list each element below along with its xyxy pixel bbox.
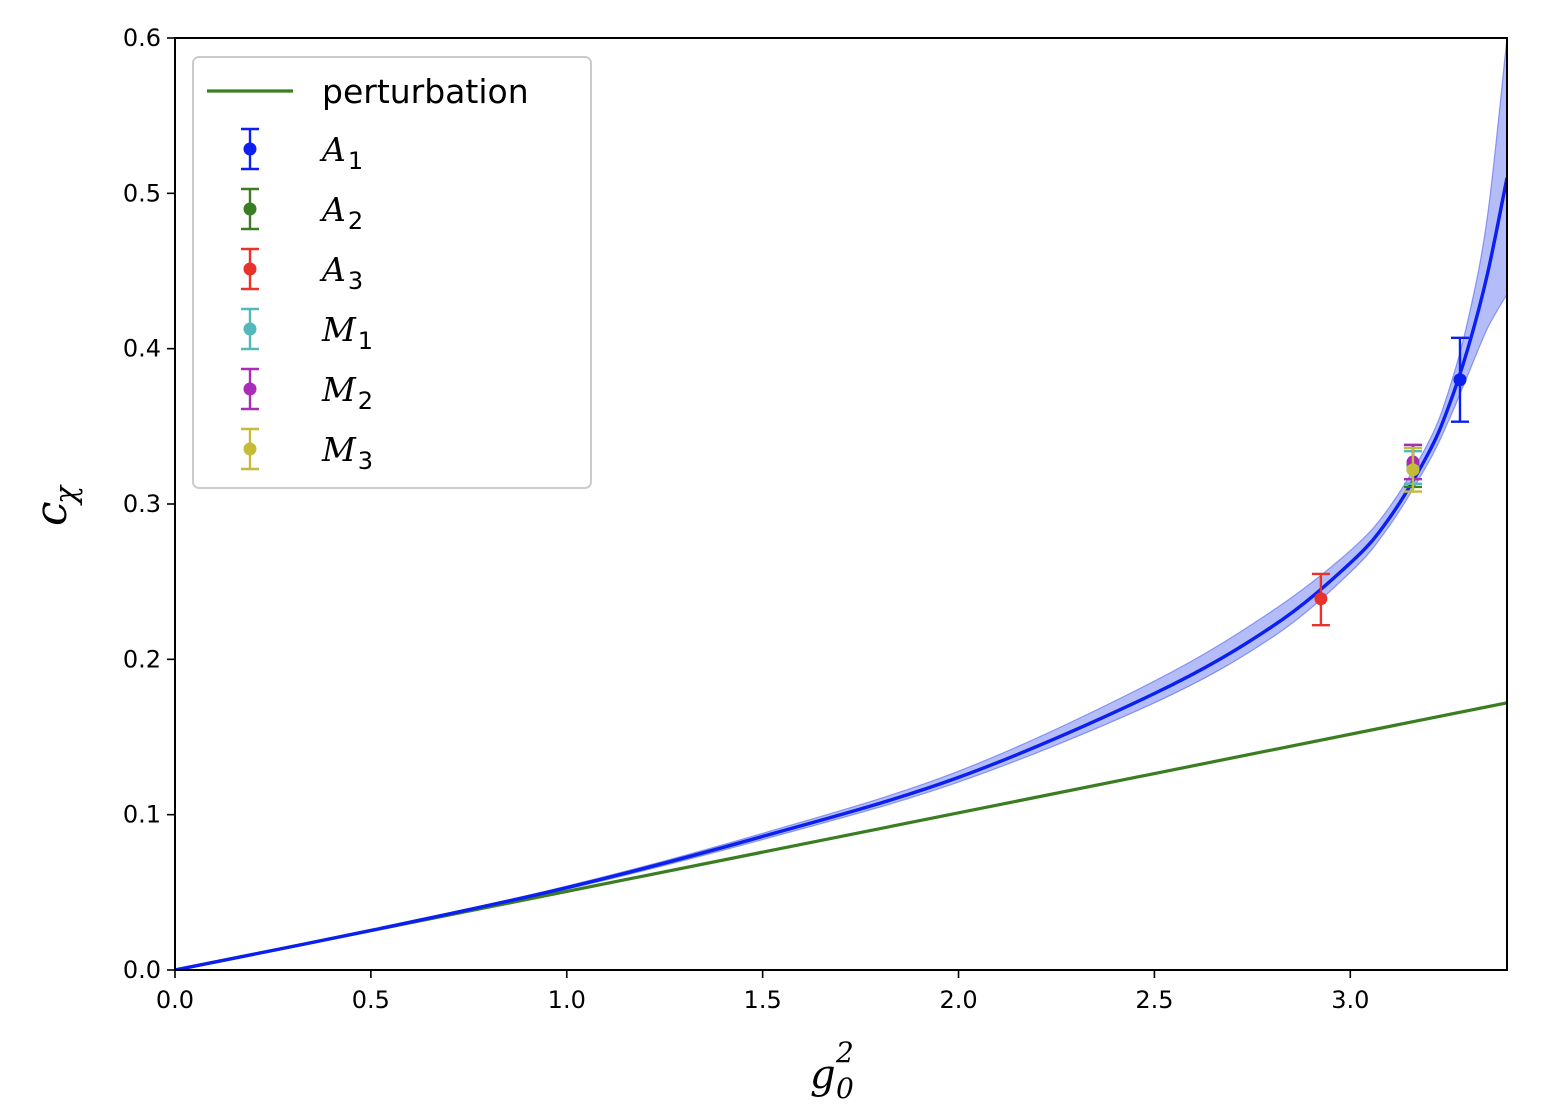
legend-label: A3 (319, 250, 363, 295)
data-point-M3 (1403, 446, 1422, 493)
x-axis-label-sub: 0 (836, 1072, 854, 1105)
fit-curve (175, 177, 1507, 970)
y-tick-label: 0.0 (123, 956, 161, 984)
legend-entry-A2: A2 (241, 187, 363, 235)
x-axis: 0.0 0.5 1.0 1.5 2.0 2.5 3.0 (156, 970, 1369, 1014)
y-axis-label-sub: χ (49, 484, 84, 506)
legend-entry-M3: M3 (241, 427, 373, 475)
legend-entry-M2: M2 (241, 367, 373, 415)
legend-perturbation-label: perturbation (322, 72, 529, 111)
legend-box (192, 56, 592, 489)
data-point-A3 (1311, 572, 1330, 627)
x-tick-label: 1.5 (744, 986, 782, 1014)
x-axis-label-base: g (810, 1052, 836, 1098)
legend-marker (243, 142, 257, 156)
y-axis: 0.0 0.1 0.2 0.3 0.4 0.5 0.6 (123, 24, 175, 984)
y-tick-label: 0.3 (123, 490, 161, 518)
x-tick-label: 1.0 (548, 986, 586, 1014)
x-axis-label: g 0 2 (810, 1036, 854, 1105)
marker (1406, 463, 1420, 477)
y-tick-label: 0.5 (123, 179, 161, 207)
legend-marker (243, 382, 257, 396)
x-tick-label: 2.5 (1135, 986, 1173, 1014)
legend-label: M1 (321, 310, 373, 355)
y-tick-label: 0.6 (123, 24, 161, 52)
legend-label: A1 (319, 130, 363, 175)
x-axis-label-sup: 2 (835, 1036, 854, 1069)
x-tick-label: 2.0 (939, 986, 977, 1014)
marker (1453, 373, 1467, 387)
legend-label: A2 (319, 190, 363, 235)
fit-error-band (175, 38, 1507, 970)
legend-entry-A3: A3 (241, 247, 363, 295)
data-point-A1 (1450, 336, 1469, 423)
y-tick-label: 0.4 (123, 335, 161, 363)
legend-label: M2 (321, 370, 373, 415)
marker (1314, 592, 1328, 606)
legend-marker (243, 262, 257, 276)
legend-marker (243, 202, 257, 216)
y-tick-label: 0.1 (123, 801, 161, 829)
legend-marker (243, 322, 257, 336)
legend-marker (243, 442, 257, 456)
x-tick-label: 3.0 (1331, 986, 1369, 1014)
legend-label: M3 (321, 430, 373, 475)
x-tick-label: 0.5 (352, 986, 390, 1014)
y-axis-label: c χ (26, 484, 84, 526)
y-axis-label-base: c (26, 501, 77, 526)
legend-entry-A1: A1 (241, 127, 363, 175)
y-tick-label: 0.2 (123, 645, 161, 673)
x-tick-label: 0.0 (156, 986, 194, 1014)
legend-entry-M1: M1 (241, 307, 373, 355)
legend: perturbation A1 A2 A3 M1 M2 M3 (192, 56, 592, 489)
